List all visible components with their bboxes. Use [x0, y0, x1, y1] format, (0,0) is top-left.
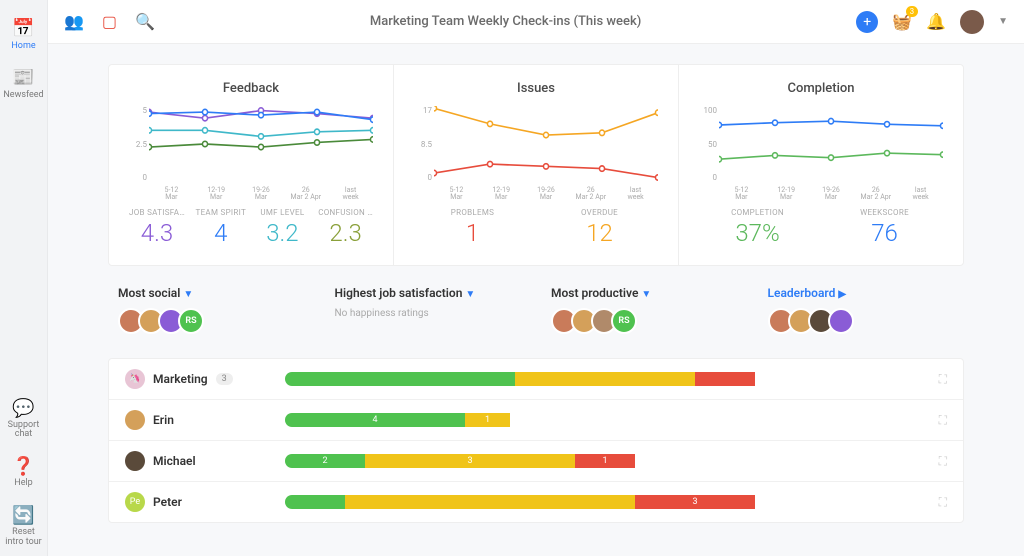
team-avatar — [125, 410, 145, 430]
progress-bar — [285, 372, 785, 386]
progress-bar: 3 — [285, 495, 785, 509]
bar-segment: 1 — [575, 454, 635, 468]
team-row-peter: Pe Peter 3 ⛶ — [109, 482, 963, 522]
bar-segment: 1 — [465, 413, 510, 427]
metric-problems: PROBLEMS 1 — [414, 208, 531, 247]
bar-segment — [285, 495, 345, 509]
expand-icon[interactable]: ⛶ — [919, 413, 947, 428]
sidebar-item-home[interactable]: 📅Home — [0, 10, 48, 59]
social-title-most_social[interactable]: Most social ▼ — [118, 286, 305, 300]
chart-issues: 178.50 5-12Mar12-19Mar19-26Mar26Mar 2 Ap… — [414, 106, 658, 196]
metric-team-spirit: TEAM SPIRIT 4 — [195, 208, 247, 247]
sidebar-item-help[interactable]: ❓Help — [0, 448, 47, 497]
progress-bar: 41 — [285, 413, 785, 427]
team-avatar: 🦄 — [125, 369, 145, 389]
bar-segment: 4 — [285, 413, 465, 427]
caret-icon: ▼ — [465, 289, 475, 300]
chart-feedback: 52.50 5-12Mar12-19Mar19-26Mar26Mar 2 Apr… — [129, 106, 373, 196]
avatar[interactable] — [828, 308, 854, 334]
newsfeed-icon: 📰 — [12, 67, 34, 88]
caret-icon: ▼ — [641, 289, 651, 300]
team-name[interactable]: Peter — [153, 495, 182, 509]
team-row-michael: Michael 231 ⛶ — [109, 441, 963, 482]
social-highest: Highest job satisfaction ▼No happiness r… — [335, 286, 522, 334]
metric-overdue: OVERDUE 12 — [541, 208, 658, 247]
panel-feedback: Feedback 52.50 5-12Mar12-19Mar19-26Mar26… — [109, 65, 394, 265]
add-button[interactable]: + — [856, 11, 878, 33]
team-name[interactable]: Michael — [153, 454, 196, 468]
social-title-productive[interactable]: Most productive ▼ — [551, 286, 738, 300]
social-title-highest[interactable]: Highest job satisfaction ▼ — [335, 286, 522, 300]
metric-completion: COMPLETION 37% — [699, 208, 816, 247]
bar-segment — [695, 372, 755, 386]
social-title-leaderboard[interactable]: Leaderboard ▶ — [768, 286, 955, 300]
social-most_social: Most social ▼ RS — [118, 286, 305, 334]
expand-icon[interactable]: ⛶ — [919, 495, 947, 510]
caret-icon: ▼ — [183, 289, 193, 300]
panel-title: Feedback — [129, 81, 373, 96]
team-row-erin: Erin 41 ⛶ — [109, 400, 963, 441]
sidebar-item-newsfeed[interactable]: 📰Newsfeed — [0, 59, 48, 108]
sidebar-item-support-chat[interactable]: 💬Support chat — [0, 390, 47, 449]
chevron-down-icon[interactable]: ▼ — [998, 16, 1008, 27]
bar-segment: 2 — [285, 454, 365, 468]
page-title: Marketing Team Weekly Check-ins (This we… — [155, 14, 856, 29]
bar-segment — [345, 495, 635, 509]
metric-weekscore: WEEKSCORE 76 — [826, 208, 943, 247]
team-avatar: Pe — [125, 492, 145, 512]
people-icon[interactable]: 👥 — [64, 12, 84, 31]
panel-title: Completion — [699, 81, 943, 96]
metric-umf-level: UMF LEVEL 3.2 — [257, 208, 309, 247]
metric-confusion-: CONFUSION … 2.3 — [318, 208, 373, 247]
avatar[interactable]: RS — [611, 308, 637, 334]
panel-title: Issues — [414, 81, 658, 96]
bar-segment: 3 — [635, 495, 755, 509]
panel-issues: Issues 178.50 5-12Mar12-19Mar19-26Mar26M… — [394, 65, 679, 265]
sidebar: 📅Home📰Newsfeed 💬Support chat❓Help🔄Reset … — [0, 0, 48, 556]
progress-bar: 231 — [285, 454, 785, 468]
basket-icon[interactable]: 🧺3 — [892, 12, 912, 31]
team-name[interactable]: Marketing — [153, 372, 208, 386]
team-name[interactable]: Erin — [153, 413, 174, 427]
bell-icon[interactable]: 🔔 — [926, 12, 946, 31]
checkbox-icon[interactable]: ▢ — [102, 12, 117, 31]
bar-segment — [285, 372, 515, 386]
topbar: 👥 ▢ 🔍 Marketing Team Weekly Check-ins (T… — [48, 0, 1024, 44]
team-row-marketing: 🦄 Marketing 3 ⛶ — [109, 359, 963, 400]
caret-icon: ▶ — [838, 289, 846, 300]
team-avatar — [125, 451, 145, 471]
bar-segment: 3 — [365, 454, 575, 468]
chart-completion: 100500 5-12Mar12-19Mar19-26Mar26Mar 2 Ap… — [699, 106, 943, 196]
panel-completion: Completion 100500 5-12Mar12-19Mar19-26Ma… — [679, 65, 963, 265]
expand-icon[interactable]: ⛶ — [919, 372, 947, 387]
social-productive: Most productive ▼ RS — [551, 286, 738, 334]
avatar[interactable]: RS — [178, 308, 204, 334]
sidebar-item-reset-intro-tour[interactable]: 🔄Reset intro tour — [0, 497, 47, 556]
social-leaderboard: Leaderboard ▶ — [768, 286, 955, 334]
user-avatar[interactable] — [960, 10, 984, 34]
metric-job-satisfa-: JOB SATISFA… 4.3 — [129, 208, 185, 247]
bar-segment — [515, 372, 695, 386]
search-icon[interactable]: 🔍 — [135, 12, 155, 31]
team-count: 3 — [216, 373, 233, 385]
home-icon: 📅 — [12, 18, 34, 39]
expand-icon[interactable]: ⛶ — [919, 454, 947, 469]
